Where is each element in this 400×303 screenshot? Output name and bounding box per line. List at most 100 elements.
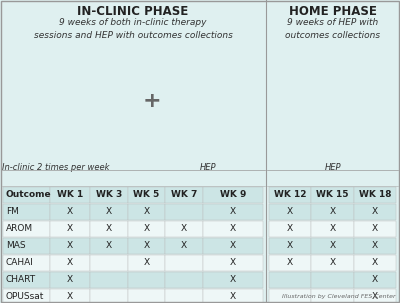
Bar (50, 271, 90, 288)
Bar (311, 271, 354, 288)
Bar (90, 204, 128, 220)
Bar (203, 288, 262, 303)
Text: X: X (144, 224, 150, 233)
Text: WK 15: WK 15 (316, 190, 349, 199)
Bar (3, 187, 50, 203)
Bar (3, 238, 50, 254)
Bar (128, 187, 164, 203)
Text: X: X (67, 275, 73, 284)
Text: X: X (287, 224, 293, 233)
Bar (270, 23, 396, 164)
Text: IN-CLINIC PHASE: IN-CLINIC PHASE (77, 5, 189, 18)
Text: X: X (287, 241, 293, 250)
Text: X: X (330, 241, 336, 250)
Bar (354, 204, 396, 220)
Text: X: X (287, 207, 293, 216)
Bar (4, 23, 152, 164)
Text: X: X (230, 292, 236, 301)
Text: X: X (372, 224, 378, 233)
Text: OPUSsat: OPUSsat (6, 292, 44, 301)
Text: X: X (144, 258, 150, 267)
Bar (50, 187, 90, 203)
Bar (165, 204, 202, 220)
Text: X: X (144, 241, 150, 250)
Bar (165, 271, 202, 288)
Text: +: + (143, 91, 161, 111)
Text: X: X (330, 258, 336, 267)
Text: Illustration by Cleveland FES Center: Illustration by Cleveland FES Center (282, 294, 396, 299)
Bar (269, 288, 310, 303)
Text: X: X (372, 241, 378, 250)
Text: CAHAI: CAHAI (6, 258, 34, 267)
Text: WK 5: WK 5 (133, 190, 160, 199)
Text: X: X (67, 258, 73, 267)
Bar (354, 288, 396, 303)
Text: MAS: MAS (6, 241, 26, 250)
Bar (269, 255, 310, 271)
Bar (311, 221, 354, 237)
Text: 9 weeks of both in-clinic therapy
sessions and HEP with outcomes collections: 9 weeks of both in-clinic therapy sessio… (34, 18, 232, 39)
Bar (128, 238, 164, 254)
Text: X: X (67, 224, 73, 233)
Text: X: X (181, 224, 187, 233)
Text: Outcome: Outcome (6, 190, 52, 199)
Bar (128, 288, 164, 303)
Text: X: X (287, 258, 293, 267)
Bar (165, 238, 202, 254)
Bar (203, 187, 262, 203)
Bar (311, 204, 354, 220)
Bar (3, 221, 50, 237)
Text: HOME PHASE: HOME PHASE (289, 5, 377, 18)
Text: X: X (372, 207, 378, 216)
Text: X: X (181, 241, 187, 250)
Bar (269, 238, 310, 254)
Bar (90, 238, 128, 254)
Bar (203, 238, 262, 254)
Bar (269, 221, 310, 237)
Text: X: X (230, 207, 236, 216)
Text: X: X (106, 241, 112, 250)
Text: WK 9: WK 9 (220, 190, 246, 199)
Bar (128, 255, 164, 271)
Bar (311, 288, 354, 303)
Text: X: X (330, 207, 336, 216)
Text: X: X (372, 292, 378, 301)
Text: WK 12: WK 12 (274, 190, 306, 199)
Bar (311, 255, 354, 271)
Text: X: X (230, 275, 236, 284)
Bar (354, 238, 396, 254)
Text: WK 1: WK 1 (57, 190, 83, 199)
Bar (50, 238, 90, 254)
Bar (165, 187, 202, 203)
Bar (3, 271, 50, 288)
Bar (203, 204, 262, 220)
Text: HEP: HEP (200, 162, 216, 171)
Text: X: X (106, 207, 112, 216)
Bar (90, 271, 128, 288)
Bar (50, 255, 90, 271)
Bar (165, 288, 202, 303)
Text: X: X (67, 241, 73, 250)
Text: X: X (67, 292, 73, 301)
Bar (3, 255, 50, 271)
Text: X: X (230, 241, 236, 250)
Bar (311, 187, 354, 203)
Text: X: X (372, 258, 378, 267)
Bar (90, 255, 128, 271)
Text: WK 7: WK 7 (171, 190, 197, 199)
Bar (269, 204, 310, 220)
Bar (90, 187, 128, 203)
Text: AROM: AROM (6, 224, 33, 233)
Bar (354, 187, 396, 203)
Bar (269, 187, 310, 203)
Text: X: X (230, 224, 236, 233)
Bar (354, 255, 396, 271)
Text: X: X (230, 258, 236, 267)
Bar (3, 288, 50, 303)
Text: HEP: HEP (325, 162, 341, 171)
Bar (50, 204, 90, 220)
Bar (90, 288, 128, 303)
Text: CHART: CHART (6, 275, 36, 284)
Text: In-clinic 2 times per week: In-clinic 2 times per week (2, 162, 110, 171)
Text: X: X (106, 224, 112, 233)
